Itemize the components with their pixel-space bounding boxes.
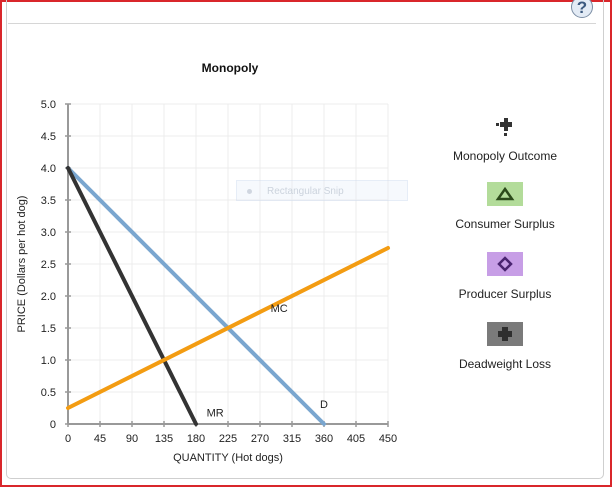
- consumer-surplus-tool[interactable]: Consumer Surplus: [440, 182, 570, 231]
- x-axis-title: QUANTITY (Hot dogs): [173, 452, 283, 464]
- y-tick-label: 4.5: [41, 131, 56, 143]
- y-tick-label: 4.0: [41, 163, 56, 175]
- curve-label-mr: MR: [207, 407, 224, 419]
- x-tick-label: 270: [251, 433, 269, 445]
- y-tick-label: 0.5: [41, 387, 56, 399]
- x-tick-label: 45: [94, 433, 106, 445]
- curve-mr: [66, 166, 198, 426]
- legend-label: Producer Surplus: [458, 287, 552, 301]
- x-tick-label: 225: [219, 433, 237, 445]
- graph-panel: [6, 0, 604, 479]
- y-tick-label: 1.0: [41, 355, 56, 367]
- x-tick-label: 450: [379, 433, 397, 445]
- triangle-icon: [487, 182, 523, 206]
- chart-title: Monopoly: [201, 61, 259, 75]
- curve-d: [66, 166, 326, 426]
- curve-label-mc: MC: [271, 303, 288, 315]
- y-tick-label: 3.5: [41, 195, 56, 207]
- y-tick-label: 0: [50, 419, 56, 431]
- monopoly-outcome-tool[interactable]: Monopoly Outcome: [440, 114, 570, 163]
- header-divider: [8, 23, 596, 24]
- snip-dot-icon: [247, 189, 252, 194]
- help-button[interactable]: ?: [571, 0, 593, 18]
- y-axis-title: PRICE (Dollars per hot dog): [16, 196, 28, 333]
- x-tick-label: 315: [283, 433, 301, 445]
- legend-label: Deadweight Loss: [458, 357, 552, 371]
- x-tick-label: 360: [315, 433, 333, 445]
- y-tick-label: 1.5: [41, 323, 56, 335]
- producer-surplus-tool[interactable]: Producer Surplus: [440, 252, 570, 301]
- y-tick-label: 2.5: [41, 259, 56, 271]
- legend-label: Monopoly Outcome: [452, 149, 558, 163]
- diamond-icon: [487, 252, 523, 276]
- y-tick-label: 2.0: [41, 291, 56, 303]
- x-tick-label: 180: [187, 433, 205, 445]
- snip-text: Rectangular Snip: [267, 186, 344, 197]
- curve-mc: [66, 246, 390, 410]
- plus-icon: [487, 322, 523, 346]
- snip-overlay: Rectangular Snip: [236, 180, 408, 201]
- deadweight-loss-tool[interactable]: Deadweight Loss: [440, 322, 570, 371]
- x-tick-label: 135: [155, 433, 173, 445]
- x-tick-label: 90: [126, 433, 138, 445]
- y-tick-label: 5.0: [41, 99, 56, 111]
- x-tick-label: 405: [347, 433, 365, 445]
- legend-label: Consumer Surplus: [455, 217, 555, 231]
- curve-label-d: D: [320, 399, 328, 411]
- y-tick-label: 3.0: [41, 227, 56, 239]
- x-tick-label: 0: [65, 433, 71, 445]
- dotted-plus-icon: [487, 114, 523, 138]
